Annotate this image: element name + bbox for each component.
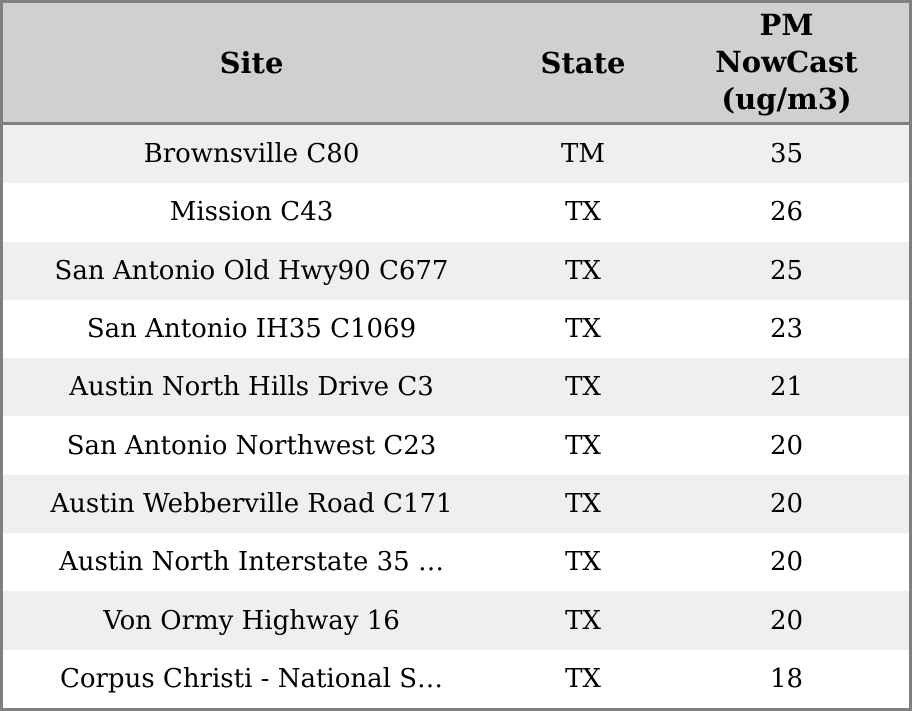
column-header-site[interactable]: Site [219, 45, 284, 80]
table-header-row: Site State PM NowCast (ug/m3) [3, 3, 909, 125]
site-cell: Corpus Christi - National S… [59, 663, 444, 694]
state-cell: TX [565, 430, 601, 461]
pm-value-cell: 25 [769, 255, 804, 286]
state-cell: TX [565, 605, 601, 636]
site-cell: Mission C43 [169, 197, 334, 228]
site-cell: San Antonio Old Hwy90 C677 [54, 255, 449, 286]
state-cell: TX [565, 488, 601, 519]
column-header-pm-nowcast[interactable]: PM NowCast (ug/m3) [666, 3, 907, 122]
pm-value-cell: 23 [769, 314, 804, 345]
state-cell: TX [565, 255, 601, 286]
column-header-state[interactable]: State [540, 45, 626, 80]
table-row[interactable]: Mission C43 TX 26 [3, 183, 909, 242]
pm-value-cell: 26 [769, 197, 804, 228]
state-cell: TX [565, 663, 601, 694]
state-cell: TX [565, 372, 601, 403]
table-row[interactable]: Von Ormy Highway 16 TX 20 [3, 591, 909, 650]
state-cell: TX [565, 314, 601, 345]
table-row[interactable]: Brownsville C80 TM 35 [3, 125, 909, 184]
site-cell: Austin Webberville Road C171 [50, 488, 453, 519]
pm-header-line-3: (ug/m3) [721, 82, 852, 116]
state-cell: TX [565, 547, 601, 578]
pm-value-cell: 18 [769, 663, 804, 694]
table-row[interactable]: San Antonio Old Hwy90 C677 TX 25 [3, 241, 909, 300]
table-row[interactable]: San Antonio Northwest C23 TX 20 [3, 416, 909, 475]
table-row[interactable]: Austin Webberville Road C171 TX 20 [3, 474, 909, 534]
pm-value-cell: 20 [769, 430, 804, 461]
site-cell: Brownsville C80 [143, 139, 360, 170]
pm-header-line-2: NowCast [715, 45, 858, 79]
pm-value-cell: 20 [769, 605, 804, 636]
site-cell: Austin North Hills Drive C3 [69, 372, 434, 403]
pm-header-line-1: PM [759, 8, 814, 42]
state-cell: TM [561, 139, 605, 170]
site-cell: San Antonio Northwest C23 [66, 430, 437, 461]
pm-value-cell: 21 [769, 372, 804, 403]
site-cell: Von Ormy Highway 16 [103, 605, 400, 636]
site-cell: Austin North Interstate 35 … [59, 547, 444, 578]
pm-value-cell: 20 [769, 547, 804, 578]
table-row[interactable]: Austin North Interstate 35 … TX 20 [3, 533, 909, 592]
site-cell: San Antonio IH35 C1069 [86, 314, 417, 345]
table-row[interactable]: Austin North Hills Drive C3 TX 21 [3, 358, 909, 417]
state-cell: TX [565, 197, 601, 228]
pm-value-cell: 35 [769, 139, 804, 170]
table-row[interactable]: Corpus Christi - National S… TX 18 [3, 649, 909, 708]
table-row[interactable]: San Antonio IH35 C1069 TX 23 [3, 299, 909, 359]
pm-value-cell: 20 [769, 488, 804, 519]
